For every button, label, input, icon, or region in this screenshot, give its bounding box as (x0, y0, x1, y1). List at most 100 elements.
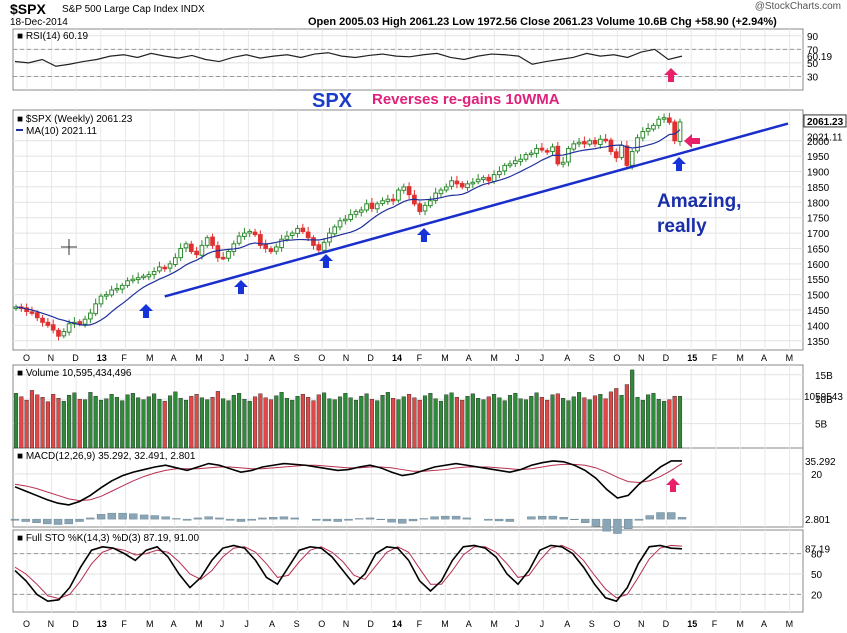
x-axis-label: N (638, 619, 645, 629)
price-tick-label: 1350 (807, 337, 830, 348)
ohlc-summary: Open 2005.03 High 2061.23 Low 1972.56 Cl… (308, 16, 777, 28)
blue-arrow-icon (672, 157, 686, 171)
volume-bar (306, 397, 311, 449)
volume-bar (268, 399, 274, 449)
volume-bar (518, 398, 523, 449)
candle-body (390, 198, 396, 202)
volume-bar (476, 398, 481, 449)
candle-body (406, 186, 412, 196)
candle-body (656, 118, 662, 126)
candle-body (252, 231, 258, 236)
candle-body (348, 214, 354, 221)
volume-bar (337, 396, 343, 449)
volume-bar (651, 393, 656, 449)
volume-bar (13, 393, 19, 449)
price-tick-label: 1900 (807, 168, 830, 179)
x-axis-label: N (343, 353, 350, 363)
volume-bar (120, 400, 125, 449)
candle-body (162, 266, 168, 270)
volume-bar (364, 393, 369, 449)
candle-body (491, 174, 497, 182)
volume-bar (109, 394, 114, 449)
macd-title: ■ MACD(12,26,9) 35.292, 32.491, 2.801 (17, 451, 196, 462)
macd-histogram-bar (451, 515, 461, 520)
sto-k-line (14, 544, 683, 603)
macd-histogram-bar (624, 518, 633, 529)
candle-body (672, 121, 678, 142)
macd-histogram-bar (150, 515, 160, 520)
candle-body (534, 147, 539, 154)
volume-bar (635, 397, 640, 449)
candle-body (215, 245, 221, 259)
volume-bar (438, 400, 444, 449)
index-name: S&P 500 Large Cap Index INDX (62, 4, 205, 15)
volume-bar (662, 400, 667, 449)
candle-body (544, 150, 550, 153)
volume-bar (295, 396, 300, 449)
macd-histogram-bar (43, 518, 52, 525)
candle-body (497, 171, 502, 176)
macd-histogram-bar (247, 518, 256, 521)
volume-bar (72, 392, 77, 449)
x-axis-label: J (515, 619, 520, 629)
macd-histogram-bar (312, 518, 321, 521)
sto-tick-label: 50 (811, 570, 823, 581)
candle-body (597, 138, 603, 145)
rsi-tick-label: 30 (807, 72, 819, 83)
volume-bar (125, 394, 130, 449)
candle-body (667, 117, 672, 123)
x-axis-label: 13 (97, 353, 107, 363)
macd-hist-value: 2.801 (805, 515, 830, 526)
candle-body (427, 200, 433, 207)
volume-bar (263, 397, 268, 449)
x-axis-label: A (269, 353, 275, 363)
x-axis-label: N (48, 619, 55, 629)
candle-body (380, 200, 385, 205)
candle-body (40, 317, 45, 323)
volume-bar (555, 393, 560, 449)
volume-bar (162, 400, 167, 449)
x-axis-label: J (220, 619, 225, 629)
macd-histogram-bar (505, 518, 515, 522)
candle-body (194, 250, 199, 256)
candle-body (624, 145, 630, 166)
x-axis-label: A (466, 619, 472, 629)
x-axis-label: O (318, 619, 325, 629)
rsi-tick-label: 50 (807, 59, 819, 70)
volume-bar (141, 399, 146, 449)
x-axis-label: F (712, 619, 718, 629)
volume-bar (24, 399, 29, 449)
volume-bar (465, 396, 470, 449)
volume-bar (561, 398, 566, 449)
candle-body (374, 203, 380, 210)
macd-histogram-bar (333, 518, 342, 522)
macd-histogram-bar (172, 518, 181, 520)
candle-body (465, 183, 470, 189)
macd-histogram-bar (591, 518, 601, 527)
price-legend-ma: MA(10) 2021.11 (26, 126, 97, 137)
candle-body (125, 280, 130, 286)
candle-body (369, 202, 375, 209)
candle-body (481, 177, 486, 181)
macd-histogram-bar (355, 518, 364, 520)
volume-bar (630, 369, 635, 449)
volume-bar (67, 395, 72, 449)
candle-body (220, 256, 226, 260)
rsi-current-value: 60.19 (807, 52, 832, 63)
candle-body (677, 121, 683, 142)
volume-bar (614, 388, 619, 449)
volume-bar (226, 400, 231, 449)
candle-body (661, 117, 667, 120)
volume-bar (221, 398, 226, 449)
x-axis-label: M (441, 353, 449, 363)
macd-histogram-bar (484, 518, 493, 521)
macd-histogram-bar (96, 514, 106, 520)
price-tick-label: 1750 (807, 214, 830, 225)
candle-body (635, 137, 640, 152)
macd-histogram-bar (322, 518, 332, 522)
candle-body (316, 244, 322, 251)
candle-body (470, 181, 476, 185)
blue-arrow-icon (319, 254, 333, 268)
x-axis-label: A (564, 353, 570, 363)
rsi-panel (12, 28, 804, 91)
